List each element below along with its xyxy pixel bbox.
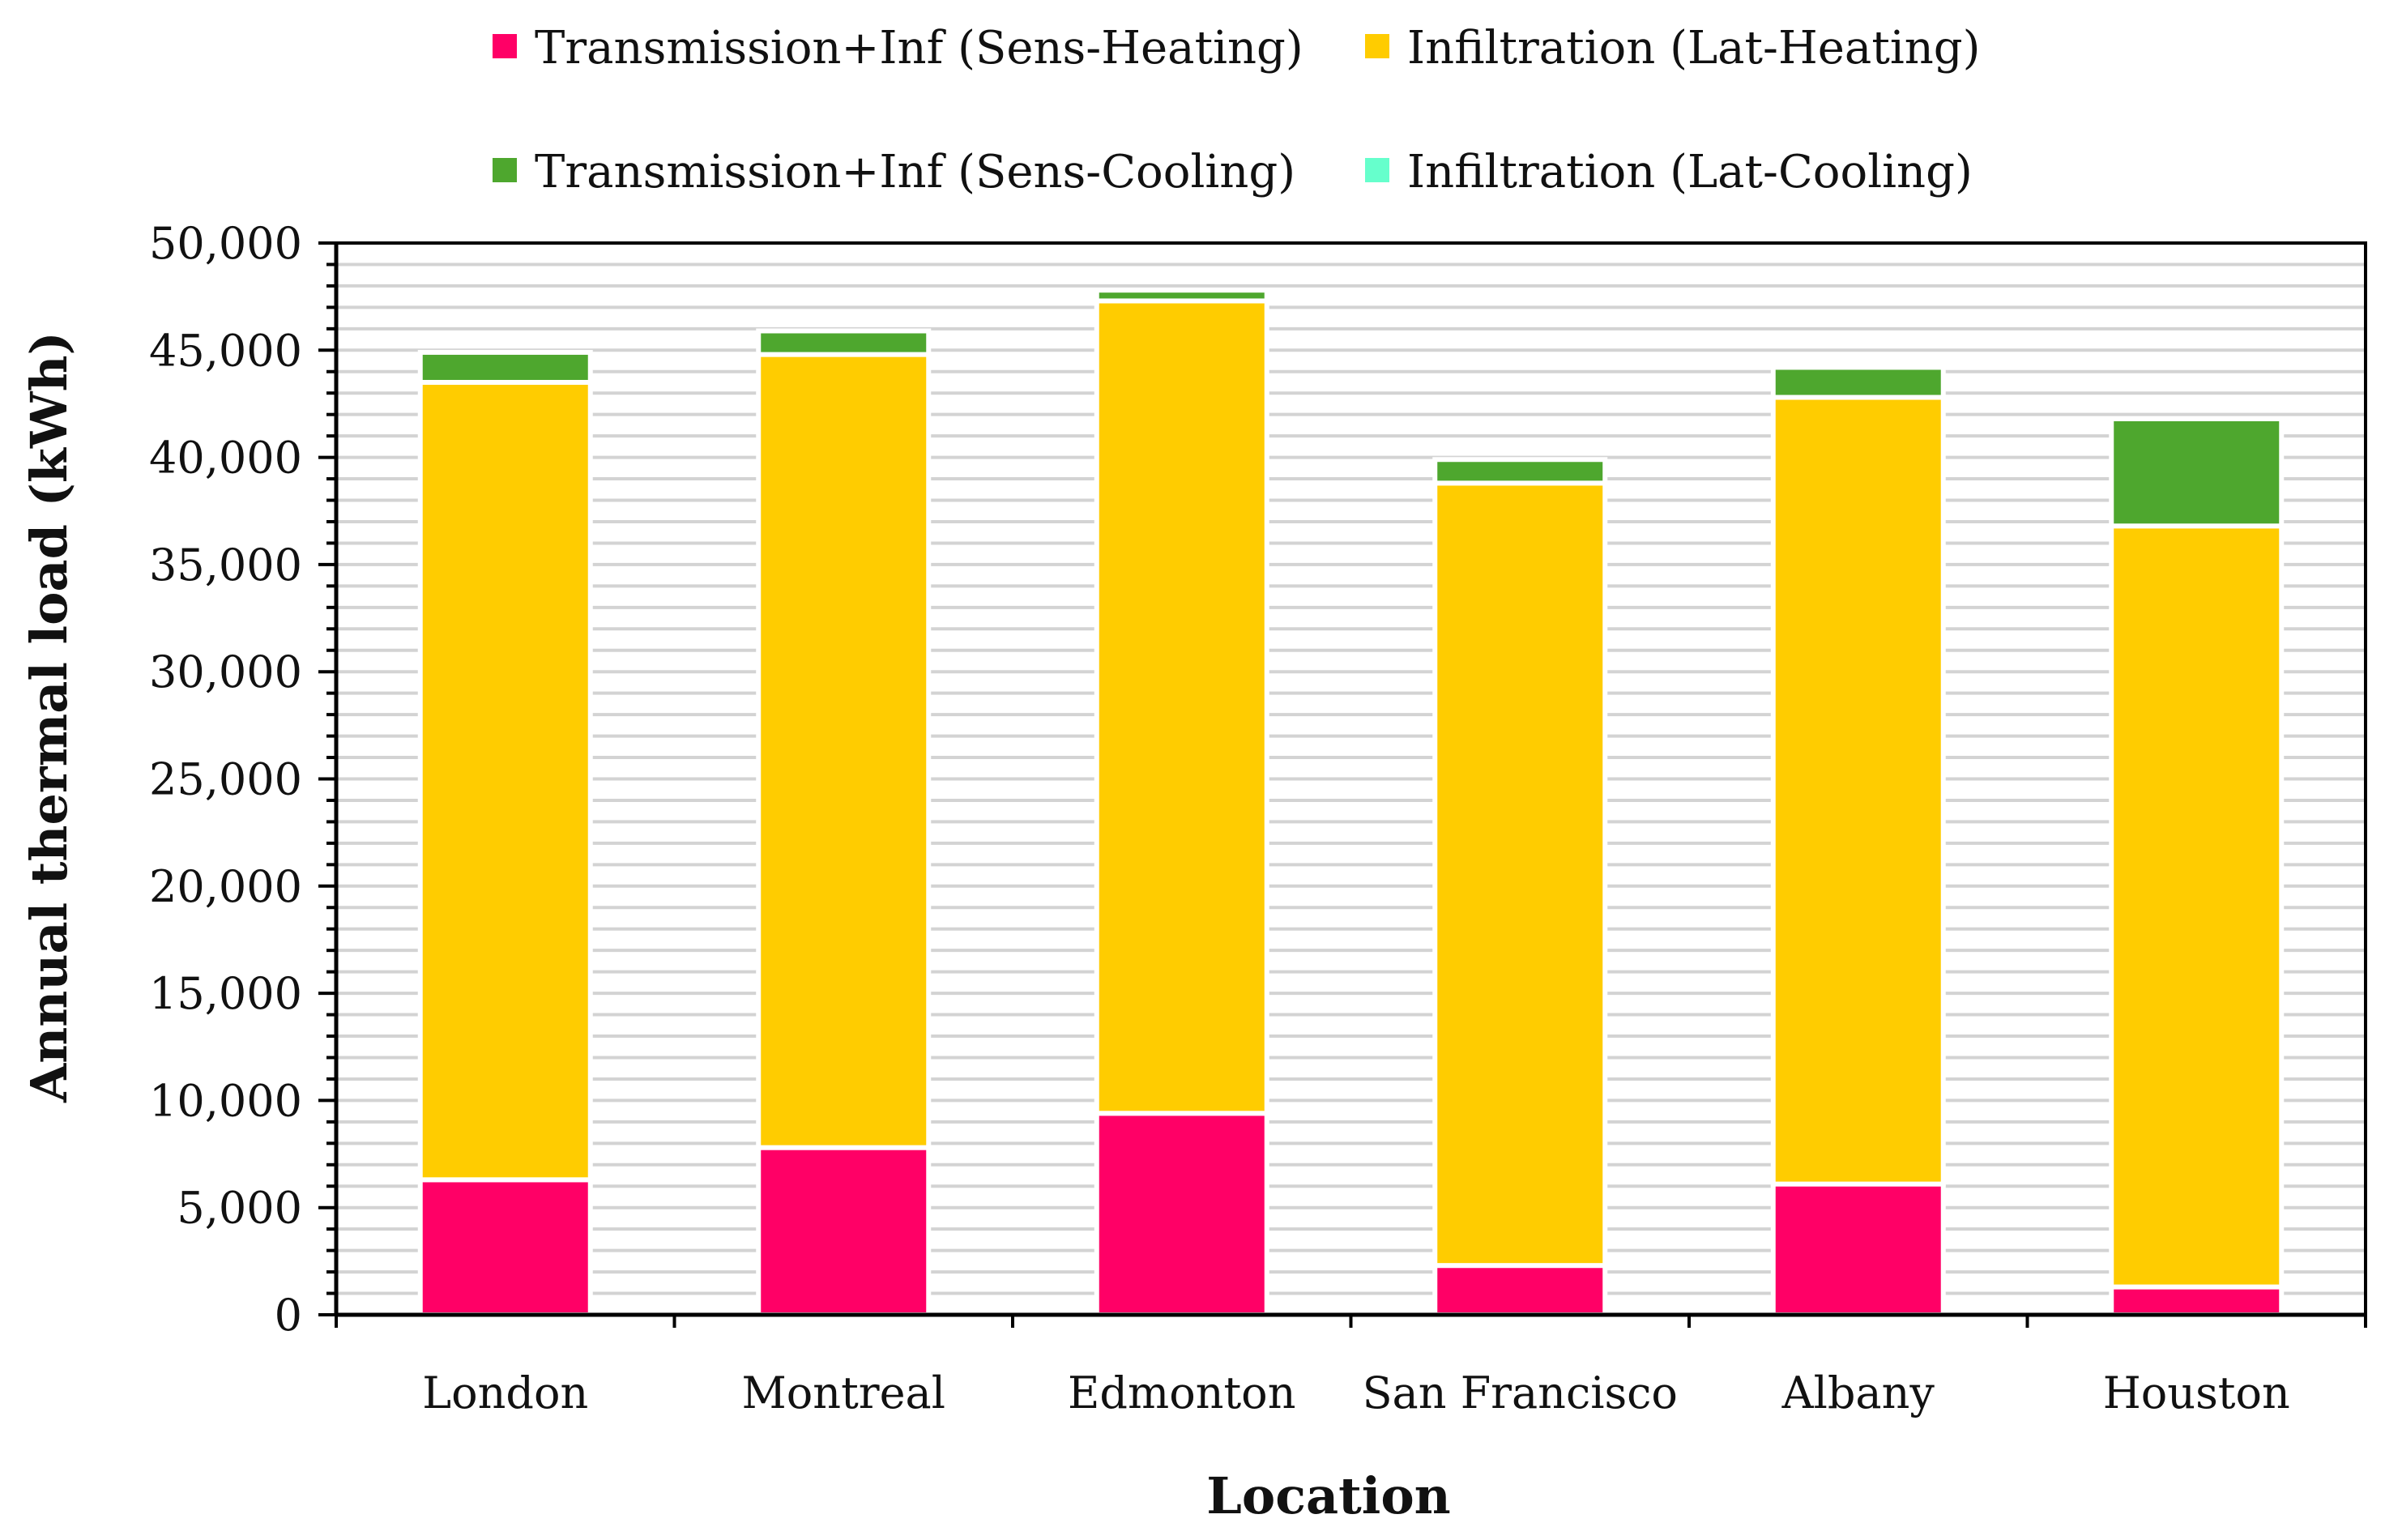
x-axis-title: Location xyxy=(1206,1466,1451,1525)
y-tick-label: 0 xyxy=(275,1290,302,1341)
x-tick-label: Edmonton xyxy=(1068,1367,1295,1418)
bar-segment xyxy=(1094,288,1269,304)
bar-segment xyxy=(756,1145,932,1318)
bar-segment xyxy=(417,379,593,1183)
legend-label-lat-heating: Infiltration (Lat-Heating) xyxy=(1407,22,1981,75)
legend-swatch-sens-heating xyxy=(493,34,517,58)
y-tick-label: 50,000 xyxy=(149,218,302,269)
legend-item-lat-heating: Infiltration (Lat-Heating) xyxy=(1365,22,1981,75)
y-tick-label: 30,000 xyxy=(149,646,302,697)
axes xyxy=(318,241,2367,1328)
bar-segment xyxy=(1432,457,1608,486)
legend-item-sens-heating: Transmission+Inf (Sens-Heating) xyxy=(493,22,1303,75)
bar-segment xyxy=(1770,365,1946,400)
bar-segment xyxy=(1432,1263,1608,1317)
y-tick-label: 10,000 xyxy=(149,1075,302,1126)
bar-segment xyxy=(417,1177,593,1317)
x-tick-label: San Francisco xyxy=(1363,1367,1678,1418)
legend-label-sens-cooling: Transmission+Inf (Sens-Cooling) xyxy=(535,146,1295,198)
y-tick-label: 20,000 xyxy=(149,861,302,912)
y-axis-title: Annual thermal load (kWh) xyxy=(19,331,79,1103)
x-tick-label: London xyxy=(422,1367,588,1418)
bar-segment xyxy=(2109,416,2285,529)
bar-segment xyxy=(1432,480,1608,1269)
x-tick-label: Houston xyxy=(2103,1367,2290,1418)
gridlines xyxy=(336,262,2366,1295)
y-tick-label: 5,000 xyxy=(177,1183,302,1234)
bar-segment xyxy=(1094,298,1269,1116)
bars xyxy=(417,288,2285,1318)
y-tick-label: 40,000 xyxy=(149,433,302,484)
bar-segment xyxy=(756,352,932,1150)
legend-item-lat-cooling: Infiltration (Lat-Cooling) xyxy=(1365,146,1973,198)
x-tick-label: Albany xyxy=(1781,1367,1935,1418)
legend-swatch-lat-cooling xyxy=(1365,158,1389,182)
bar-segment xyxy=(1770,395,1946,1187)
legend: Transmission+Inf (Sens-Heating) Infiltra… xyxy=(493,22,1981,198)
legend-item-sens-cooling: Transmission+Inf (Sens-Cooling) xyxy=(493,146,1295,198)
bar-segment xyxy=(417,349,593,385)
y-tick-label: 25,000 xyxy=(149,754,302,805)
bar-segment xyxy=(2109,523,2285,1290)
bar-segment xyxy=(756,328,932,357)
y-tick-label: 45,000 xyxy=(149,325,302,376)
legend-label-sens-heating: Transmission+Inf (Sens-Heating) xyxy=(535,22,1303,75)
x-tick-label: Montreal xyxy=(741,1367,945,1418)
x-tick-labels: London Montreal Edmonton San Francisco Alban… xyxy=(422,1367,2290,1418)
bar-segment xyxy=(1770,1181,1946,1317)
y-tick-label: 35,000 xyxy=(149,540,302,591)
y-tick-label: 15,000 xyxy=(149,968,302,1019)
bar-segment xyxy=(1094,1111,1269,1317)
legend-swatch-lat-heating xyxy=(1365,34,1389,58)
legend-swatch-sens-cooling xyxy=(493,158,517,182)
legend-label-lat-cooling: Infiltration (Lat-Cooling) xyxy=(1407,146,1973,198)
y-tick-labels: 0 5,000 10,000 15,000 20,000 25,000 30,000 35,0… xyxy=(149,218,302,1341)
bar-segment xyxy=(2109,1284,2285,1318)
